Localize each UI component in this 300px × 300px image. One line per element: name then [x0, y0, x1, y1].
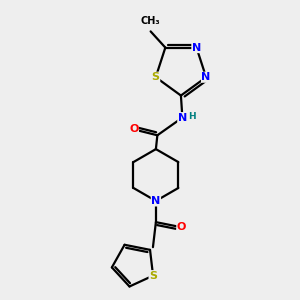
Text: N: N	[202, 72, 211, 82]
Text: H: H	[188, 112, 196, 121]
Text: N: N	[151, 196, 160, 206]
Text: N: N	[178, 112, 187, 123]
Text: O: O	[129, 124, 139, 134]
Text: S: S	[149, 271, 157, 281]
Text: O: O	[177, 222, 186, 232]
Text: S: S	[152, 72, 160, 82]
Text: N: N	[192, 43, 201, 52]
Text: CH₃: CH₃	[141, 16, 160, 26]
